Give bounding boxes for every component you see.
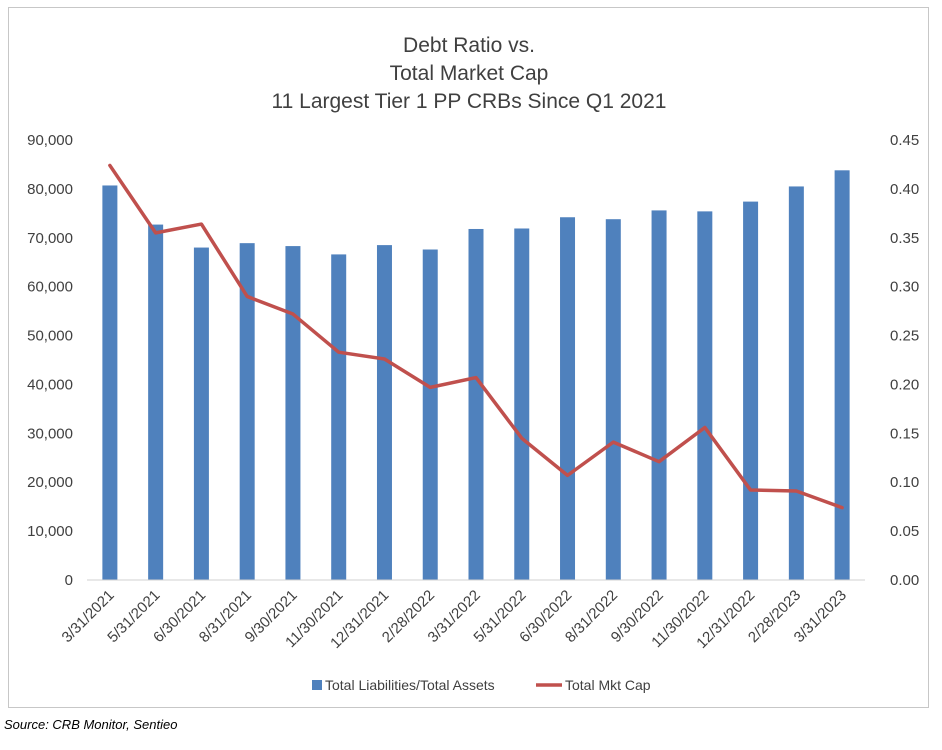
bar [422,249,438,580]
y-right-tick-label: 0.15 [890,425,919,442]
chart-title-line-3: 11 Largest Tier 1 PP CRBs Since Q1 2021 [272,90,667,113]
y-axis-left: 0 10,000 20,000 30,000 40,000 50,000 60,000 70,… [27,132,73,589]
chart-title-line-2: Total Market Cap [390,62,549,85]
x-axis: 3/31/20215/31/20216/30/20218/31/20219/30… [59,587,850,652]
bar [834,170,850,581]
chart-title: Debt Ratio vs. Total Market Cap 11 Large… [272,34,667,113]
bar [376,245,392,580]
y-left-tick-label: 60,000 [27,279,73,296]
y-left-tick-label: 80,000 [27,181,73,198]
bar [331,254,347,580]
bar [743,201,759,580]
chart-area: Debt Ratio vs. Total Market Cap 11 Large… [8,7,929,708]
bar [468,228,484,580]
bar [788,186,804,580]
y-right-tick-label: 0.25 [890,328,919,345]
legend: Total Liabilities/Total Assets Total Mkt… [312,677,651,693]
y-left-tick-label: 50,000 [27,328,73,345]
bar [514,228,530,580]
bar [148,224,164,581]
y-left-tick-label: 10,000 [27,523,73,540]
y-right-tick-label: 0.45 [890,132,919,149]
y-left-tick-label: 40,000 [27,376,73,393]
combo-chart: Debt Ratio vs. Total Market Cap 11 Large… [27,34,919,693]
bar-series [102,170,850,581]
y-right-tick-label: 0.20 [890,376,919,393]
source-note: Source: CRB Monitor, Sentieo [4,717,178,732]
y-left-tick-label: 70,000 [27,230,73,247]
y-left-tick-label: 20,000 [27,474,73,491]
bar [651,210,667,580]
y-right-tick-label: 0.30 [890,279,919,296]
bar [605,219,621,580]
chart-title-line-1: Debt Ratio vs. [403,34,535,57]
y-right-tick-label: 0.35 [890,230,919,247]
bar [285,246,301,581]
mkt-cap-line [108,163,844,510]
legend-label-line: Total Mkt Cap [565,677,651,693]
bar [239,243,255,580]
bar [193,247,209,581]
y-left-tick-label: 90,000 [27,132,73,149]
y-right-tick-label: 0.40 [890,181,919,198]
bar [102,185,118,580]
y-axis-right: 0.00 0.05 0.10 0.15 0.20 0.25 0.30 0.35 0.40 0.45 [890,132,919,589]
y-right-tick-label: 0.10 [890,474,919,491]
y-right-tick-label: 0.00 [890,572,919,589]
bar [697,211,713,580]
line-series [108,163,844,510]
y-left-tick-label: 0 [65,572,73,589]
bar [560,217,576,580]
y-left-tick-label: 30,000 [27,425,73,442]
legend-label-bar: Total Liabilities/Total Assets [325,677,495,693]
y-right-tick-label: 0.05 [890,523,919,540]
legend-swatch-bar [312,680,322,690]
